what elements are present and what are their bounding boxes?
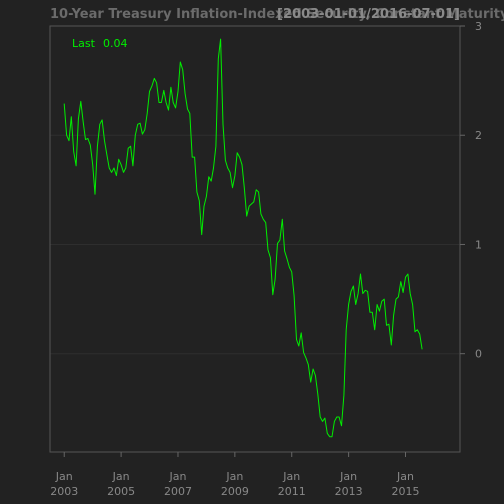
x-tick-month: Jan (225, 470, 243, 483)
x-tick-month: Jan (168, 470, 186, 483)
x-tick-month: Jan (339, 470, 357, 483)
date-range-label: [2003-01-01/2016-07-01] (277, 7, 460, 22)
legend-last-value: 0.04 (103, 37, 128, 50)
x-tick-year: 2013 (335, 485, 363, 498)
x-tick-month: Jan (396, 470, 414, 483)
x-tick-year: 2011 (278, 485, 306, 498)
x-tick-month: Jan (112, 470, 130, 483)
x-tick-month: Jan (55, 470, 73, 483)
x-tick-year: 2015 (391, 485, 419, 498)
x-tick-month: Jan (282, 470, 300, 483)
legend-last-label: Last (72, 37, 96, 50)
x-tick-year: 2007 (164, 485, 192, 498)
series-line (63, 38, 423, 438)
y-tick-label: 2 (475, 129, 482, 142)
x-tick-year: 2009 (221, 485, 249, 498)
x-tick-year: 2005 (107, 485, 135, 498)
plot-frame (49, 25, 461, 453)
chart-title: 10-Year Treasury Inflation-Indexed Secur… (50, 7, 504, 22)
grid-lines (50, 134, 460, 355)
y-tick-label: 1 (475, 238, 482, 251)
x-axis: Jan 2003 Jan 2005 Jan 2007 Jan 2009 Jan 2011 Jan 20… (50, 452, 419, 498)
y-tick-label: 3 (475, 20, 482, 33)
x-tick-year: 2003 (50, 485, 78, 498)
y-axis: 0 1 2 3 (460, 20, 482, 361)
y-tick-label: 0 (475, 348, 482, 361)
